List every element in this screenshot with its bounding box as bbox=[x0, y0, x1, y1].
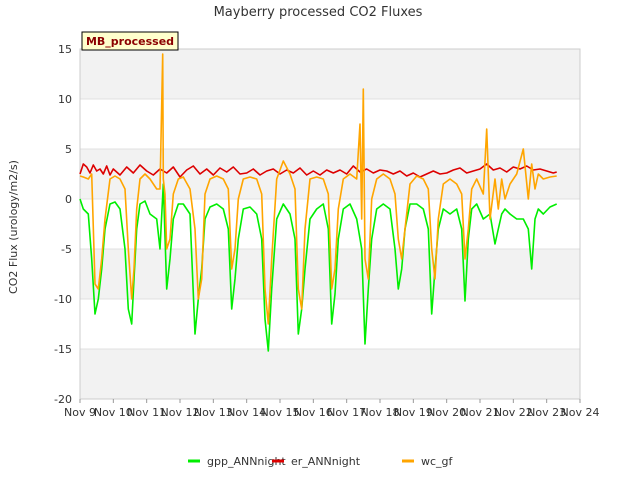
grid-band bbox=[80, 349, 580, 399]
badge-label: MB_processed bbox=[86, 35, 174, 48]
y-tick-label: -15 bbox=[54, 343, 72, 356]
y-tick-label: -5 bbox=[61, 243, 72, 256]
x-tick-label: Nov 18 bbox=[361, 406, 400, 419]
x-tick-label: Nov 11 bbox=[127, 406, 166, 419]
legend-label-gpp_ANNnight: gpp_ANNnight bbox=[207, 455, 286, 468]
x-tick-label: Nov 9 bbox=[64, 406, 96, 419]
x-tick-label: Nov 22 bbox=[494, 406, 533, 419]
x-tick-label: Nov 23 bbox=[527, 406, 566, 419]
y-tick-label: 0 bbox=[65, 193, 72, 206]
x-tick-label: Nov 16 bbox=[294, 406, 333, 419]
badge-box bbox=[81, 31, 179, 51]
chart-title: Mayberry processed CO2 Fluxes bbox=[214, 5, 423, 20]
x-tick-label: Nov 15 bbox=[261, 406, 300, 419]
y-axis-label: CO2 Flux (urology/m2/s) bbox=[7, 160, 20, 294]
x-tick-label: Nov 20 bbox=[427, 406, 466, 419]
series-line-gpp_ANNnight bbox=[79, 183, 558, 352]
legend-label-wc_gf: wc_gf bbox=[421, 455, 454, 468]
grid-band bbox=[80, 49, 580, 99]
y-tick-label: 10 bbox=[58, 93, 72, 106]
y-tick-label: 15 bbox=[58, 43, 72, 56]
x-tick-label: Nov 24 bbox=[561, 406, 600, 419]
y-tick-label: -20 bbox=[54, 393, 72, 406]
x-tick-label: Nov 14 bbox=[227, 406, 266, 419]
legend: gpp_ANNnight er_ANNnight wc_gf bbox=[188, 455, 454, 468]
x-tick-label: Nov 21 bbox=[461, 406, 500, 419]
series-line-er_ANNnight bbox=[79, 163, 557, 178]
y-tick-label: -10 bbox=[54, 293, 72, 306]
x-tick-label: Nov 13 bbox=[194, 406, 233, 419]
x-tick-label: Nov 12 bbox=[161, 406, 200, 419]
legend-label-er_ANNnight: er_ANNnight bbox=[291, 455, 361, 468]
y-tick-label: 5 bbox=[65, 143, 72, 156]
x-tick-label: Nov 19 bbox=[394, 406, 433, 419]
badge: MB_processed bbox=[81, 31, 179, 51]
x-tick-label: Nov 17 bbox=[327, 406, 366, 419]
plot-area bbox=[79, 48, 581, 400]
series-line-wc_gf bbox=[79, 53, 557, 325]
x-tick-label: Nov 10 bbox=[94, 406, 133, 419]
